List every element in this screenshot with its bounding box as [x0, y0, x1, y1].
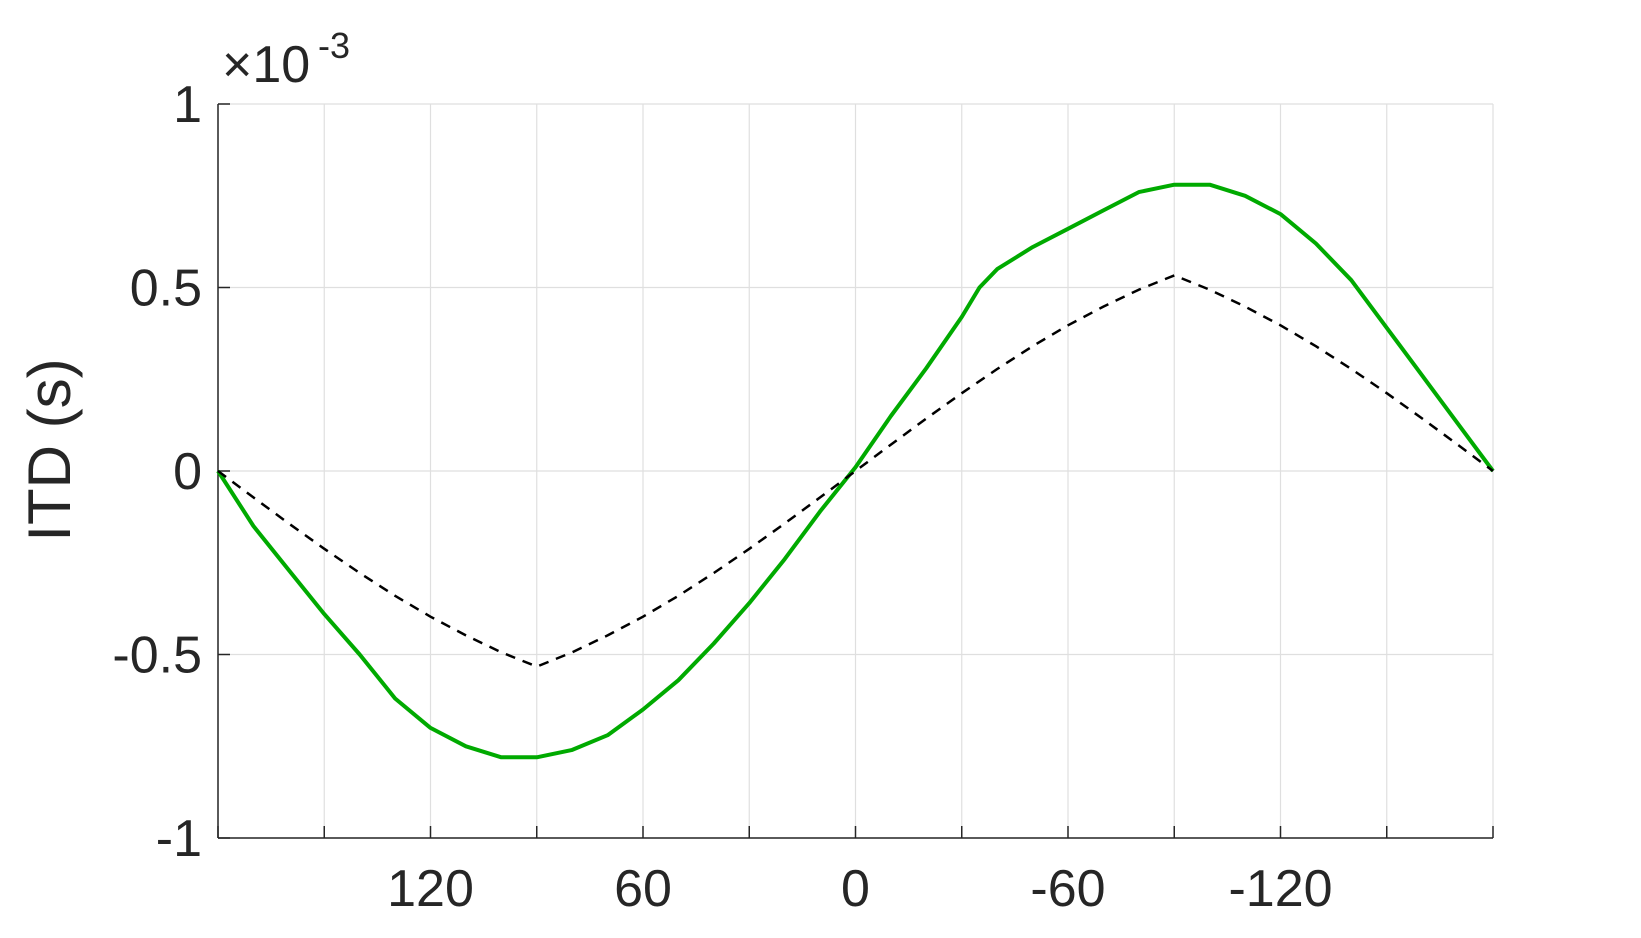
y-multiplier-exponent: -3 [318, 25, 350, 66]
y-tick-label: -1 [156, 810, 202, 868]
x-tick-label: 60 [614, 860, 672, 918]
series-lines [216, 182, 1495, 760]
tick-labels: 1 0.5 0 -0.5 -1 120 60 0 -60 -120 [112, 76, 1332, 918]
y-tick-label: 0 [173, 443, 202, 501]
y-multiplier-base: ×10 [222, 36, 310, 94]
x-tick-label: -120 [1228, 860, 1332, 918]
y-tick-label: 1 [173, 76, 202, 134]
dashed-series-line [217, 274, 1494, 668]
y-tick-label: -0.5 [112, 627, 202, 685]
x-tick-label: 0 [841, 860, 870, 918]
y-axis-label: ITD (s) [16, 358, 83, 541]
green-series-line [216, 182, 1495, 760]
x-tick-label: 120 [387, 860, 474, 918]
y-multiplier: ×10 -3 [222, 25, 350, 94]
x-tick-label: -60 [1030, 860, 1105, 918]
grid [217, 103, 1494, 839]
y-tick-label: 0.5 [130, 260, 202, 318]
